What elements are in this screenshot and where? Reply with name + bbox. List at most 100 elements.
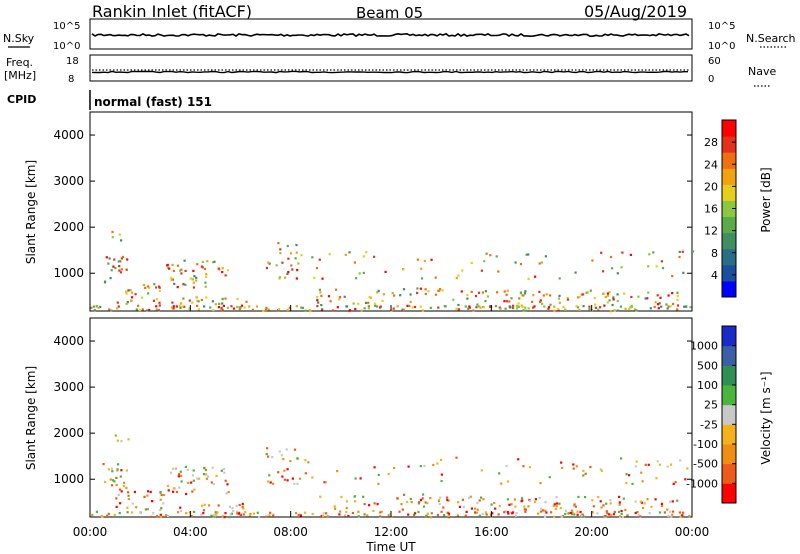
velocity-echo: [110, 484, 114, 487]
velocity-echo: [409, 497, 412, 501]
velocity-echo: [625, 473, 628, 476]
power-echo: [654, 301, 657, 304]
power-echo: [594, 303, 597, 306]
velocity-echo: [286, 479, 289, 482]
velocity-echo: [506, 480, 510, 483]
velocity-echo: [663, 511, 666, 514]
velocity-echo: [164, 513, 168, 517]
velocity-echo: [527, 505, 530, 508]
power-echo: [553, 305, 556, 308]
power-echo: [620, 266, 623, 269]
power-echo: [265, 306, 268, 309]
velocity-echo: [102, 463, 105, 466]
ytick-label: 4000: [53, 334, 84, 348]
velocity-echo: [688, 515, 691, 518]
velocity-echo: [340, 495, 343, 499]
power-echo: [525, 253, 528, 256]
power-echo: [134, 293, 137, 296]
power-echo: [524, 309, 527, 312]
power-echo: [203, 267, 206, 271]
station-title: Rankin Inlet (fitACF): [92, 2, 252, 21]
velocity-echo: [503, 511, 506, 514]
power-echo: [616, 293, 619, 296]
power-echo: [588, 308, 591, 311]
velocity-echo: [572, 463, 575, 466]
velocity-colorbar-label: Velocity [m s⁻¹]: [759, 371, 773, 464]
velocity-echo: [115, 483, 118, 487]
power-echo: [188, 299, 191, 302]
power-echo: [499, 307, 502, 310]
velocity-echo: [542, 509, 545, 512]
power-echo: [184, 269, 187, 272]
velocity-echo: [422, 505, 426, 508]
power-echo: [594, 306, 597, 309]
velocity-echo: [345, 500, 348, 503]
nsearch-label: N.Search: [746, 32, 796, 45]
power-echo: [553, 309, 556, 312]
velocity-echo: [529, 499, 532, 502]
power-echo: [267, 261, 270, 264]
velocity-echo: [248, 514, 251, 517]
velocity-echo: [387, 514, 390, 517]
power-echo: [120, 239, 123, 242]
velocity-echo: [126, 511, 129, 514]
velocity-echo: [210, 481, 213, 484]
velocity-echo: [610, 514, 613, 517]
power-echo: [297, 262, 300, 265]
power-echo: [539, 299, 542, 302]
velocity-echo: [679, 459, 682, 462]
velocity-echo: [322, 512, 325, 515]
velocity-echo: [506, 511, 509, 514]
power-echo: [316, 305, 319, 308]
power-echo: [503, 290, 506, 293]
velocity-echo: [184, 465, 187, 468]
velocity-echo: [396, 497, 399, 500]
power-echo: [606, 292, 610, 295]
power-echo: [521, 305, 524, 308]
power-echo: [114, 267, 117, 270]
velocity-echo: [354, 477, 357, 480]
freq-left-tick-bottom: 8: [68, 74, 74, 85]
ytick-label: 2000: [53, 426, 84, 440]
velocity-echo: [644, 463, 647, 466]
power-echo: [204, 281, 207, 284]
power-echo: [184, 283, 187, 286]
power-echo: [527, 307, 530, 310]
power-echo: [226, 269, 229, 272]
power-echo: [130, 299, 133, 302]
power-echo: [660, 260, 663, 263]
power-echo: [364, 301, 368, 304]
power-echo: [295, 251, 298, 254]
power-echo: [245, 300, 248, 303]
velocity-echo: [407, 465, 410, 468]
power-echo: [514, 261, 517, 264]
power-echo: [318, 258, 321, 261]
power-echo: [624, 307, 627, 310]
velocity-echo: [202, 509, 206, 512]
velocity-echo: [363, 503, 366, 506]
power-echo: [659, 296, 662, 299]
velocity-echo: [177, 475, 180, 478]
velocity-echo: [187, 481, 190, 484]
velocity-echo: [573, 503, 576, 506]
velocity-echo: [596, 512, 599, 515]
power-echo: [556, 307, 559, 311]
power-echo: [222, 304, 225, 307]
power-echo: [118, 269, 121, 272]
power-echo: [484, 300, 487, 303]
velocity-echo: [230, 512, 233, 515]
power-echo: [434, 293, 438, 296]
velocity-echo: [478, 514, 481, 517]
velocity-echo: [634, 465, 637, 468]
velocity-echo: [104, 480, 107, 484]
power-echo: [524, 290, 527, 293]
power-echo: [283, 276, 287, 279]
velocity-echo: [480, 469, 483, 472]
power-echo: [682, 271, 685, 274]
power-echo: [316, 296, 319, 299]
power-echo: [531, 300, 534, 303]
velocity-echo: [256, 511, 259, 514]
velocity-echo: [172, 487, 176, 490]
colorbar-tick-label: 20: [704, 180, 718, 193]
velocity-ylabel: Slant Range [km]: [24, 366, 38, 470]
